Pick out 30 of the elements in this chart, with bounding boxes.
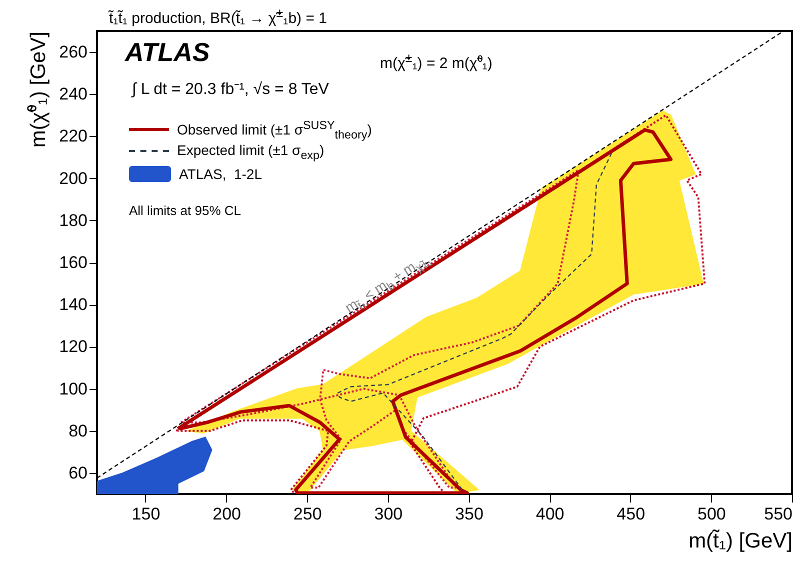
x-axis-title: m(t̃₁) [GeV] bbox=[688, 528, 792, 552]
annotation: ∫ L dt = 20.3 fb⁻¹, √s = 8 TeV bbox=[132, 80, 329, 99]
y-tick-label: 120 bbox=[59, 337, 88, 356]
y-tick-label: 60 bbox=[68, 463, 88, 482]
y-axis-title: m(χ̃⁰₁) [GeV] bbox=[27, 32, 50, 148]
y-tick-label: 160 bbox=[59, 253, 88, 272]
x-tick-label: 250 bbox=[293, 504, 322, 524]
x-tick-label: 400 bbox=[536, 504, 564, 524]
y-tick-label: 100 bbox=[59, 379, 88, 398]
y-tick-label: 140 bbox=[59, 295, 88, 314]
y-tick-label: 220 bbox=[59, 126, 88, 146]
y-tick-label: 200 bbox=[59, 168, 88, 188]
annotation: All limits at 95% CL bbox=[129, 203, 241, 218]
y-tick-label: 180 bbox=[59, 210, 88, 230]
x-tick-label: 200 bbox=[212, 504, 241, 524]
y-tick-label: 240 bbox=[59, 84, 88, 104]
legend-label: Expected limit (±1 σ$_{exp}$) bbox=[177, 142, 324, 162]
legend-label: Observed limit (±1 σ$^{SUSY}$$_{theory}$) bbox=[177, 118, 372, 142]
x-tick-label: 450 bbox=[616, 504, 646, 524]
x-tick-label: 300 bbox=[374, 504, 403, 524]
x-tick-label: 150 bbox=[132, 504, 160, 524]
y-tick-label: 260 bbox=[59, 42, 88, 62]
line-series bbox=[337, 150, 614, 490]
annotation: ATLAS bbox=[125, 37, 210, 68]
y-tick-label: 80 bbox=[68, 421, 88, 440]
x-tick-label: 350 bbox=[455, 504, 484, 524]
x-tick-label: 550 bbox=[764, 504, 792, 524]
line-series bbox=[180, 168, 580, 489]
x-tick-label: 500 bbox=[698, 504, 726, 524]
legend-label: ATLAS, 1-2L bbox=[179, 166, 262, 182]
